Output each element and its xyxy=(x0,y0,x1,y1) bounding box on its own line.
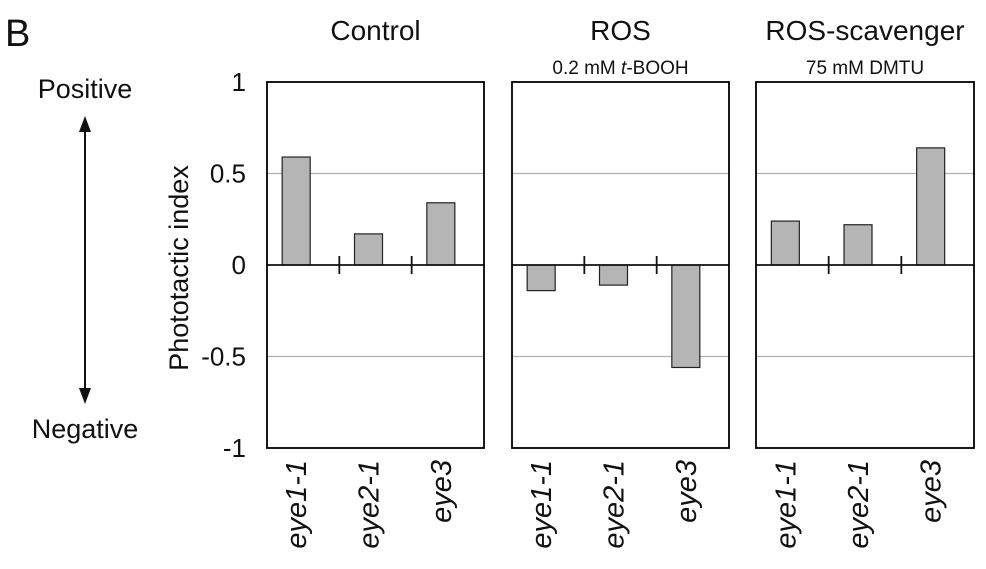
panel-title: ROS-scavenger xyxy=(765,15,964,46)
category-label: eye1-1 xyxy=(770,460,802,549)
y-tick-label: 1 xyxy=(232,67,246,97)
panel-subtitle: 75 mM DMTU xyxy=(806,58,924,79)
chart-panel-2: ROS 0.2 mM t-BOOH eye1-1 eye2-1 eye3 xyxy=(511,15,730,549)
chart-panel-3: ROS-scavenger 75 mM DMTU eye1-1 eye2-1 eye3 xyxy=(755,15,975,549)
category-label: eye2-1 xyxy=(354,460,386,549)
y-tick-label: -0.5 xyxy=(201,342,246,372)
bar xyxy=(916,147,946,266)
chart-panels: Control eye1-1 eye2-1 eye3 ROS 0.2 mM t-BOOH e… xyxy=(266,15,975,549)
double-arrow-icon xyxy=(79,116,91,404)
y-tick-label: 0.5 xyxy=(210,159,246,189)
bar xyxy=(353,233,384,266)
panel-subtitle: 0.2 mM t-BOOH xyxy=(552,58,688,79)
y-axis-ticks: 1 0.5 0 -0.5 -1 xyxy=(201,67,246,463)
category-label: eye1-1 xyxy=(526,460,558,549)
category-label: eye3 xyxy=(916,460,948,523)
bar xyxy=(843,224,873,266)
panel-frame xyxy=(511,81,730,449)
panel-label: B xyxy=(5,13,30,55)
panel-frame xyxy=(266,81,485,449)
y-tick-label: -1 xyxy=(223,433,246,463)
y-tick-label: 0 xyxy=(232,250,246,280)
bar xyxy=(426,202,456,266)
category-label: eye2-1 xyxy=(599,460,631,549)
bar xyxy=(770,220,800,266)
category-label: eye1-1 xyxy=(281,460,313,549)
bar xyxy=(671,264,701,369)
y-axis-label: Phototactic index xyxy=(164,165,194,371)
negative-label: Negative xyxy=(32,414,139,444)
bar xyxy=(598,264,629,286)
panel-title: ROS xyxy=(590,15,651,46)
chart-panel-1: Control eye1-1 eye2-1 eye3 xyxy=(266,15,485,549)
bar xyxy=(526,264,556,292)
category-label: eye2-1 xyxy=(843,460,875,549)
bar xyxy=(281,156,311,266)
panel-title: Control xyxy=(330,15,420,46)
category-label: eye3 xyxy=(671,460,703,523)
positive-label: Positive xyxy=(38,74,133,104)
category-label: eye3 xyxy=(426,460,458,523)
panel-frame xyxy=(755,81,975,449)
